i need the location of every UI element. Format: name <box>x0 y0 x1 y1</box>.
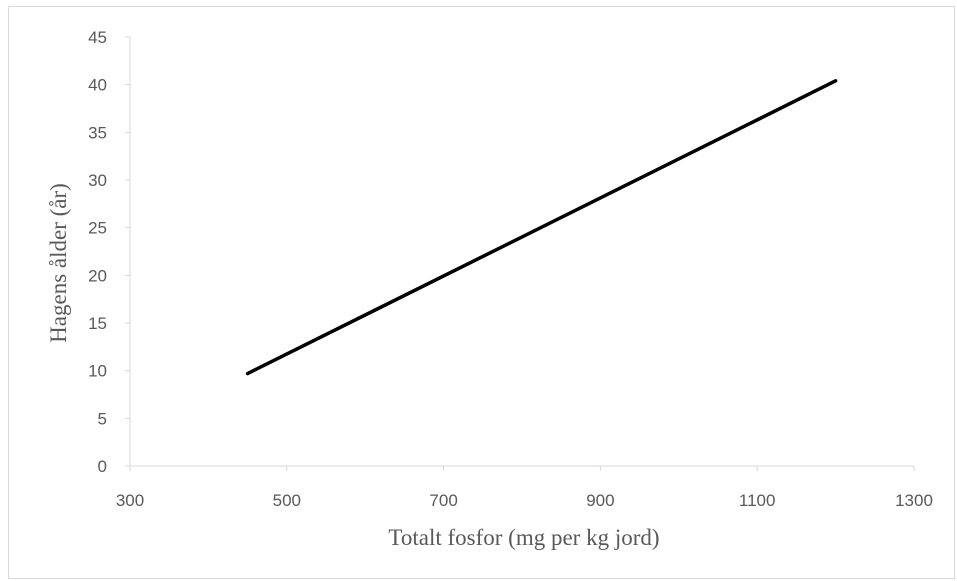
y-tick-label: 30 <box>88 171 107 190</box>
y-tick-label: 20 <box>88 266 107 285</box>
y-tick-label: 25 <box>88 219 107 238</box>
y-tick-label: 35 <box>88 123 107 142</box>
y-tick-label: 40 <box>88 76 107 95</box>
x-axis-title: Totalt fosfor (mg per kg jord) <box>388 525 659 550</box>
axes <box>129 37 914 467</box>
y-tick-label: 10 <box>88 362 107 381</box>
x-tick-label: 1100 <box>739 491 776 510</box>
x-tick-label: 1300 <box>895 491 933 510</box>
x-tick-label: 900 <box>586 491 614 510</box>
y-tick-label: 5 <box>98 409 107 428</box>
y-tick-labels: 0 5 10 15 20 25 30 35 40 45 <box>88 28 130 476</box>
x-tick-label: 700 <box>429 491 457 510</box>
series-group <box>245 79 838 376</box>
x-tick-label: 300 <box>116 491 144 510</box>
y-tick-label: 0 <box>98 457 107 476</box>
y-axis-title: Hagens ålder (år) <box>46 183 71 343</box>
x-tick-labels: 300 500 700 900 1100 1300 <box>116 466 933 510</box>
series-line-1 <box>245 79 838 376</box>
y-tick-label: 45 <box>88 28 107 47</box>
x-tick-label: 500 <box>273 491 301 510</box>
y-tick-label: 15 <box>88 314 107 333</box>
